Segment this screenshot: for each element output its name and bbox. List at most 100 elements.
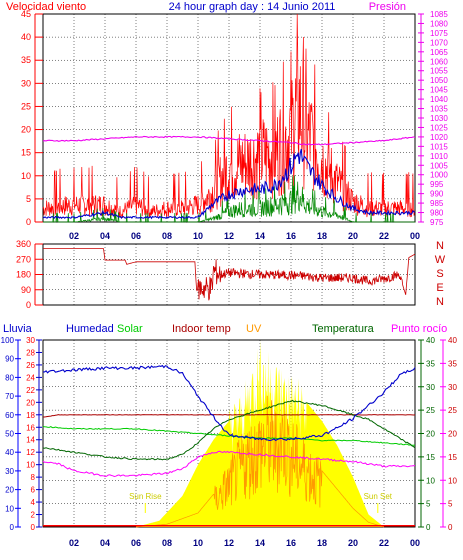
- solar-label: Solar: [117, 323, 143, 335]
- wind-x-tick-label: 20: [348, 231, 358, 241]
- dewpoint-y-tick-label: 15: [448, 453, 457, 462]
- direction-y-tick-label: 360: [16, 239, 31, 249]
- rain-y-tick-label: 10: [26, 461, 35, 470]
- wind-green-line: [43, 175, 415, 223]
- pressure-y-tick-label: 1045: [430, 86, 448, 95]
- direction-y-tick-label: 270: [16, 254, 31, 264]
- rain-label: Lluvia: [3, 323, 33, 335]
- humidity-y-tick-label: 60: [5, 411, 14, 420]
- pressure-y-tick-label: 1065: [430, 48, 448, 57]
- temp-x-tick-label: 12: [224, 538, 234, 548]
- wind-x-tick-label: 08: [162, 231, 172, 241]
- temperature-y-tick-label: 20: [426, 430, 435, 439]
- wind-y-tick-label: 35: [21, 55, 31, 65]
- rain-y-tick-label: 20: [26, 398, 35, 407]
- temp-x-tick-label: 10: [193, 538, 203, 548]
- temperature-y-tick-label: 30: [426, 383, 435, 392]
- rain-y-tick-label: 22: [26, 386, 35, 395]
- dewpoint-y-tick-label: 35: [448, 359, 457, 368]
- pressure-y-tick-label: 990: [430, 190, 444, 199]
- wind-average-line: [42, 148, 416, 220]
- wind-x-tick-label: 04: [100, 231, 110, 241]
- dewpoint-y-tick-label: 30: [448, 383, 457, 392]
- pressure-y-tick-label: 985: [430, 199, 444, 208]
- temperature-humidity-panel: 0102030405060708090100024681012141618202…: [1, 336, 458, 548]
- wind-y-tick-label: 30: [21, 78, 31, 88]
- pressure-y-tick-label: 995: [430, 180, 444, 189]
- rain-y-tick-label: 24: [26, 373, 35, 382]
- wind-y-tick-label: 10: [21, 171, 31, 181]
- pressure-y-tick-label: 1005: [430, 161, 448, 170]
- wind-x-tick-label: 00: [410, 231, 420, 241]
- temp-x-tick-label: 22: [379, 538, 389, 548]
- rain-y-tick-label: 0: [31, 523, 36, 532]
- rain-y-tick-label: 12: [26, 448, 35, 457]
- pressure-label: Presión: [369, 1, 406, 13]
- pressure-y-tick-label: 1085: [430, 10, 448, 19]
- pressure-y-tick-label: 1010: [430, 152, 448, 161]
- pressure-y-tick-label: 1040: [430, 95, 448, 104]
- rain-y-tick-label: 14: [26, 436, 35, 445]
- temperature-y-tick-label: 10: [426, 476, 435, 485]
- direction-y-tick-label: 180: [16, 270, 31, 280]
- temperature-y-tick-label: 40: [426, 336, 435, 345]
- wind-gust-line: [42, 13, 416, 219]
- temperature-y-tick-label: 35: [426, 359, 435, 368]
- pressure-y-tick-label: 1035: [430, 105, 448, 114]
- dewpoint-line: [42, 450, 416, 478]
- wind-x-tick-label: 06: [131, 231, 141, 241]
- wind-y-tick-label: 0: [26, 217, 31, 227]
- temperature-label: Temperatura: [312, 323, 375, 335]
- uv-line: [136, 395, 385, 528]
- wind-y-tick-label: 5: [26, 194, 31, 204]
- wind-x-tick-label: 18: [317, 231, 327, 241]
- temp-x-tick-label: 18: [317, 538, 327, 548]
- temperature-y-tick-label: 25: [426, 406, 435, 415]
- temperature-line: [42, 399, 416, 461]
- rain-y-tick-label: 26: [26, 361, 35, 370]
- wind-x-tick-label: 14: [255, 231, 265, 241]
- rain-y-tick-label: 30: [26, 336, 35, 345]
- humidity-y-tick-label: 100: [1, 336, 15, 345]
- humidity-y-tick-label: 80: [5, 373, 14, 382]
- humidity-y-tick-label: 10: [5, 504, 14, 513]
- wind-direction-line: [43, 248, 416, 301]
- solar-line: [42, 425, 416, 446]
- temperature-y-tick-label: 5: [426, 500, 431, 509]
- wind-pressure-panel: 0510152025303540459759809859909951000100…: [21, 9, 448, 241]
- wind-y-tick-label: 20: [21, 125, 31, 135]
- temp-x-tick-label: 14: [255, 538, 265, 548]
- pressure-y-tick-label: 1075: [430, 29, 448, 38]
- temp-x-tick-label: 20: [348, 538, 358, 548]
- sunrise-label: Sun Rise: [129, 492, 162, 501]
- pressure-y-tick-label: 1050: [430, 76, 448, 85]
- compass-label-e: E: [436, 282, 443, 294]
- humidity-y-tick-label: 90: [5, 355, 14, 364]
- dewpoint-y-tick-label: 25: [448, 406, 457, 415]
- rain-y-tick-label: 16: [26, 423, 35, 432]
- pressure-y-tick-label: 1070: [430, 38, 448, 47]
- humidity-y-tick-label: 50: [5, 430, 14, 439]
- dewpoint-label: Punto rocío: [391, 323, 447, 335]
- dewpoint-y-tick-label: 0: [448, 523, 453, 532]
- compass-label-s: S: [436, 268, 443, 280]
- wind-y-tick-label: 40: [21, 32, 31, 42]
- humidity-label: Humedad: [66, 323, 114, 335]
- chart-title: 24 hour graph day : 14 Junio 2011: [169, 1, 336, 13]
- rain-y-tick-label: 4: [31, 498, 36, 507]
- compass-label-n: N: [436, 296, 444, 308]
- direction-y-tick-label: 90: [21, 285, 31, 295]
- pressure-y-tick-label: 980: [430, 209, 444, 218]
- rain-y-tick-label: 6: [31, 486, 36, 495]
- wind-x-tick-label: 22: [379, 231, 389, 241]
- humidity-y-tick-label: 70: [5, 392, 14, 401]
- pressure-line: [42, 135, 416, 146]
- humidity-line: [42, 364, 416, 441]
- wind-y-tick-label: 15: [21, 148, 31, 158]
- pressure-y-tick-label: 1025: [430, 123, 448, 132]
- rain-y-tick-label: 2: [31, 511, 36, 520]
- dewpoint-y-tick-label: 40: [448, 336, 457, 345]
- pressure-y-tick-label: 1030: [430, 114, 448, 123]
